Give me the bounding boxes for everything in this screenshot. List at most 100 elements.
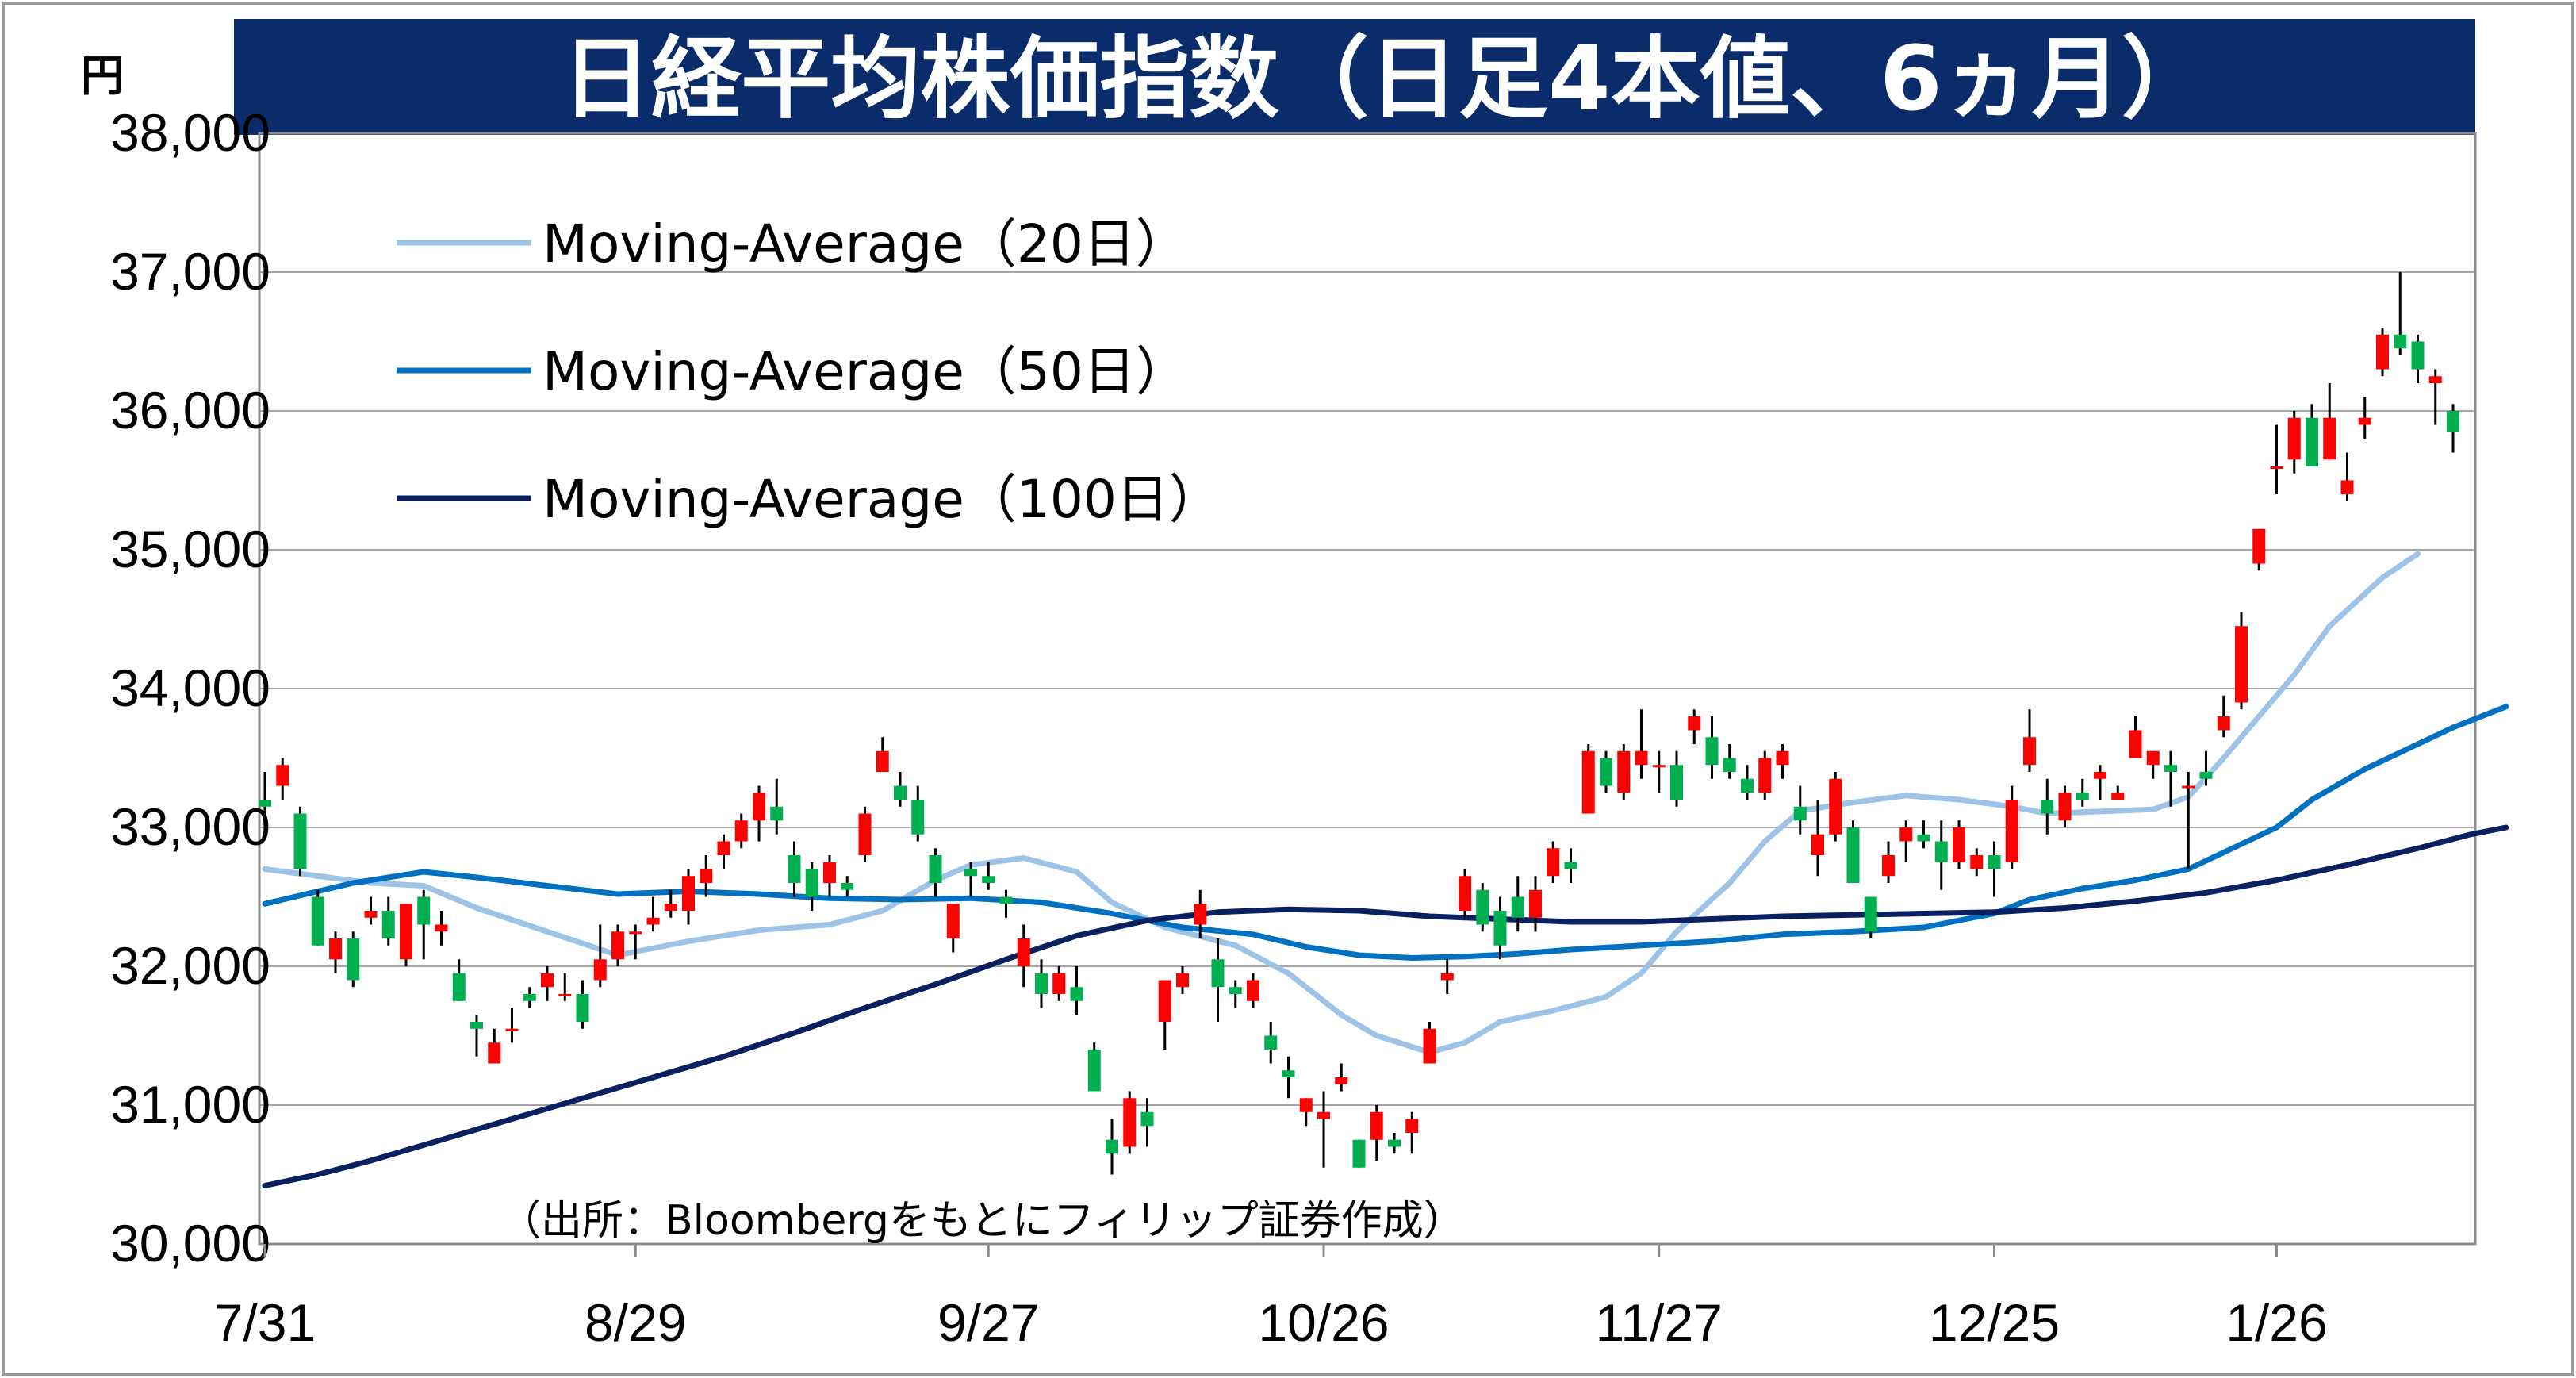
candle-down [841,883,854,890]
candle-up [1635,750,1648,766]
candle-down [1511,896,1524,918]
candle-down [911,800,925,835]
candle-up [1370,1111,1383,1140]
candle-up [364,911,378,918]
candle-up [2340,480,2354,494]
x-tick-label: 1/26 [2225,1293,2327,1352]
candle-up [435,924,448,932]
candle-down [293,813,307,869]
candle-up [1123,1098,1137,1147]
candle-up [1017,938,1030,966]
candle-down [1388,1139,1401,1147]
candle-down [1264,1035,1278,1050]
candle-up [400,904,412,960]
candle-up [1052,973,1066,994]
candle-up [717,841,730,855]
candle-up [823,862,836,883]
candle-up [2270,466,2283,469]
candle-down [1600,758,1612,786]
candle-down [788,855,801,883]
candle-down [1988,855,2001,869]
candle-down [1564,862,1577,869]
candle-down [2199,772,2213,779]
candle-up [1440,973,1454,981]
candle-down [982,876,995,883]
candle-up [2094,772,2106,779]
candle-up [2358,417,2371,425]
y-tick-label: 38,000 [110,103,270,162]
candle-up [1176,973,1189,988]
candle-up [664,904,677,911]
y-axis-unit: 円 [81,51,124,101]
candle-down [929,855,942,883]
plot-area [258,132,2477,1246]
candle-up [1688,716,1701,731]
candle-up [329,938,342,960]
candle-down [2447,411,2459,432]
candle-down [1140,1111,1154,1127]
candle-down [347,938,360,981]
candle-down [1917,834,1930,842]
candle-up [2129,730,2142,758]
candle-up [1194,904,1207,925]
candle-down [1493,911,1507,946]
candle-up [611,931,624,960]
candle-up [2146,750,2160,766]
candle-up [1953,827,1965,862]
candle-down [1352,1139,1366,1168]
candle-up [276,765,289,786]
x-tick-label: 12/25 [1929,1293,2060,1352]
candle-up [858,813,872,855]
candle-down [523,994,536,1001]
candle-up [558,994,572,996]
legend-label-ma100: Moving-Average（100日） [542,469,1221,530]
candle-up [505,1028,519,1031]
candle-down [1211,959,1225,988]
candle-up [629,931,642,935]
candle-down [576,994,589,1022]
candle-up [2005,800,2018,862]
source-note: （出所：Bloombergをもとにフィリップ証券作成） [500,1197,1465,1245]
candle-up [2182,785,2195,789]
candle-down [381,911,395,938]
candle-down [2076,793,2089,800]
candle-down [1864,896,1877,932]
candle-up [1581,750,1595,814]
candle-up [541,973,554,988]
title-banner [234,19,2475,135]
candle-down [452,973,466,1001]
candle-up [2376,334,2389,370]
candle-up [2058,793,2072,821]
y-tick-label: 35,000 [110,520,270,578]
candle-up [593,959,607,981]
candle-up [1547,848,1560,877]
candle-up [753,793,765,821]
candle-down [1670,765,1683,800]
candle-up [2428,376,2442,383]
candle-up [1882,855,1895,877]
candle-up [946,904,960,938]
candle-down [470,1022,483,1029]
candle-up [2217,716,2230,731]
y-tick-label: 34,000 [110,658,270,717]
candle-down [1035,973,1048,994]
x-tick-label: 9/27 [937,1293,1039,1352]
candle-up [1405,1119,1419,1133]
candle-down [1846,827,1860,883]
candle-up [1758,758,1772,793]
candle-up [1529,889,1542,918]
candle-up [2323,417,2336,460]
candle-up [700,869,713,883]
chart-title: 日経平均株価指数（日足4本値、6ヵ月） [562,28,2211,131]
candle-up [2111,793,2125,800]
candle-up [646,917,660,925]
y-tick-label: 36,000 [110,381,270,440]
candle-up [1317,1111,1330,1119]
candle-down [1705,737,1719,766]
candle-up [1335,1077,1348,1084]
candle-up [1617,750,1631,793]
candle-up [1970,855,1984,869]
candle-down [1282,1070,1295,1077]
candle-up [1459,876,1471,911]
candle-up [1899,827,1913,842]
